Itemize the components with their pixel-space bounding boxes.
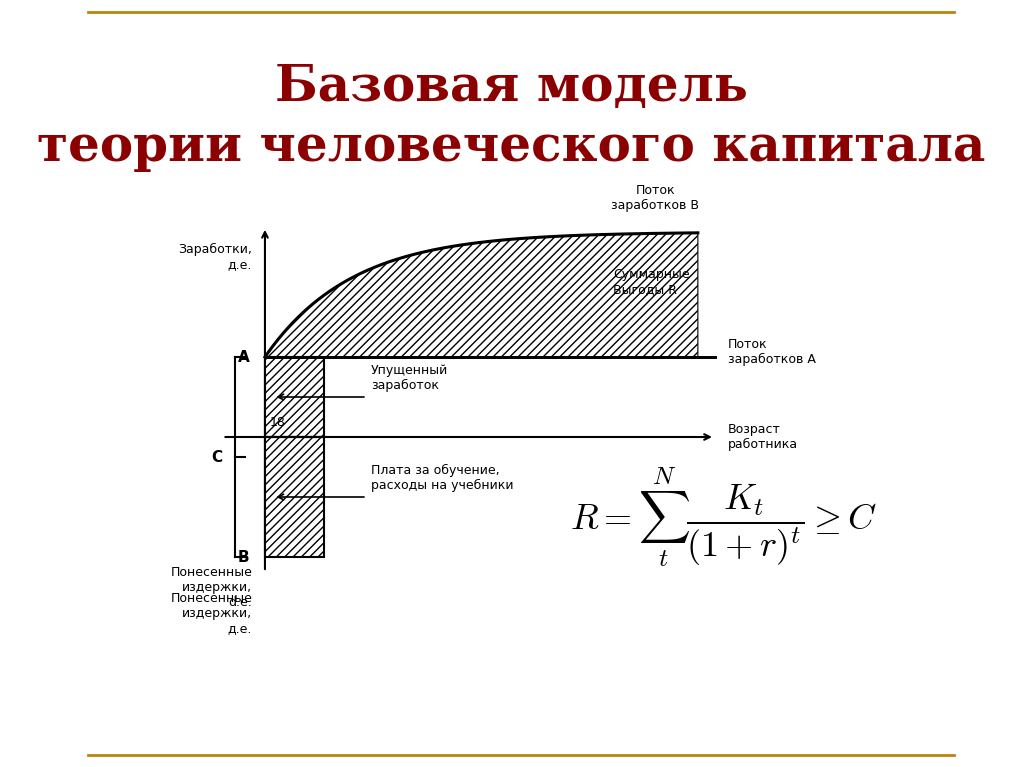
Text: $R = \sum_{t}^{N} \dfrac{K_t}{(1+r)^t} \geq C$: $R = \sum_{t}^{N} \dfrac{K_t}{(1+r)^t} \… xyxy=(569,466,877,568)
Text: Возраст
работника: Возраст работника xyxy=(728,423,798,451)
Polygon shape xyxy=(265,357,325,437)
Text: Упущенный
заработок: Упущенный заработок xyxy=(371,364,449,392)
Text: Понесенные
издержки,
д.е.: Понесенные издержки, д.е. xyxy=(170,592,252,635)
Text: В: В xyxy=(238,549,250,565)
Text: Суммарные
Выгоды R: Суммарные Выгоды R xyxy=(613,268,689,296)
Text: Понесенные
издержки,
d.е.: Понесенные издержки, d.е. xyxy=(170,565,252,608)
Text: С: С xyxy=(211,449,222,465)
Text: 18: 18 xyxy=(269,416,285,429)
Polygon shape xyxy=(265,437,325,557)
Text: теории человеческого капитала: теории человеческого капитала xyxy=(37,123,985,172)
Text: Базовая модель: Базовая модель xyxy=(274,62,748,111)
Text: Заработки,
д.е.: Заработки, д.е. xyxy=(178,243,252,271)
Text: Поток
заработков В: Поток заработков В xyxy=(611,184,699,212)
Text: А: А xyxy=(238,350,250,364)
Text: Поток
заработков А: Поток заработков А xyxy=(728,338,815,366)
Text: Плата за обучение,
расходы на учебники: Плата за обучение, расходы на учебники xyxy=(371,464,514,492)
Polygon shape xyxy=(265,233,698,357)
